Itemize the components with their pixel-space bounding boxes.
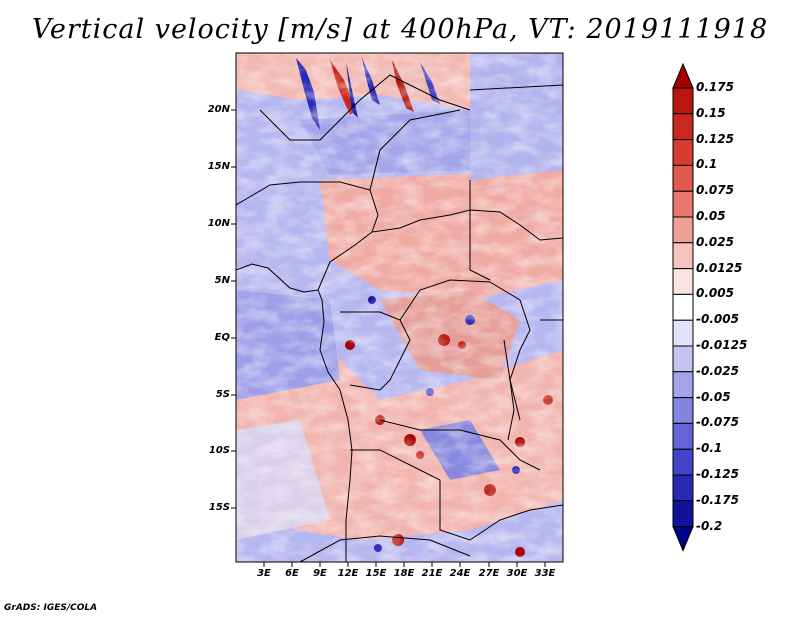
lon-label-6e: 6E [285,568,299,579]
colorbar-swatch [672,448,694,476]
lat-label-eq: EQ [214,332,230,343]
lon-label-21e: 21E [421,568,443,579]
colorbar-swatch [672,371,694,399]
lon-label-24e: 24E [449,568,471,579]
colorbar-swatch [672,397,694,424]
colorbar-label: -0.125 [696,467,739,481]
colorbar-label: 0.05 [696,209,726,223]
colorbar-swatch [672,242,694,270]
colorbar-label: -0.0125 [696,338,748,352]
country-borders [236,74,563,562]
lat-label-15s: 15S [208,502,230,513]
map-frame [235,52,564,563]
lat-label-20n: 20N [207,104,230,115]
colorbar-label: -0.005 [696,312,739,327]
map-title: Vertical velocity [m/s] at 400hPa, VT: 2… [31,14,769,45]
lon-label-27e: 27E [478,568,500,579]
colorbar-swatch [672,293,694,321]
lon-label-18e: 18E [393,568,415,579]
colorbar-label: 0.175 [696,80,734,94]
colorbar-label: -0.2 [696,518,723,533]
lon-label-3e: 3E [257,568,271,579]
colorbar-swatch [672,87,694,115]
lon-label-12e: 12E [337,568,359,579]
colorbar-label: 0.15 [696,105,726,120]
colorbar-label: 0.125 [696,131,734,146]
colorbar-swatch [672,319,694,347]
lon-label-30e: 30E [506,568,528,579]
lon-label-15e: 15E [365,568,387,579]
colorbar-label: -0.175 [696,492,739,507]
colorbar-swatch [672,500,694,528]
colorbar-swatch [672,345,694,373]
colorbar-swatch [672,474,694,502]
colorbar-label: 0.1 [696,157,718,172]
lon-label-9e: 9E [313,568,327,579]
colorbar-label: -0.075 [696,415,739,430]
colorbar-swatch [672,164,694,192]
credit-text: GrADS: IGES/COLA [4,603,98,613]
lat-label-5n: 5N [214,275,230,286]
lat-label-15n: 15N [207,161,230,172]
colorbar-label: 0.0125 [696,260,743,275]
lat-label-10s: 10S [208,445,230,456]
colorbar-label: 0.025 [696,234,734,249]
colorbar-swatch [672,526,694,552]
lat-label-5s: 5S [215,389,230,400]
colorbar [672,62,694,552]
velocity-field [236,53,563,562]
colorbar-swatch [672,139,694,166]
longitude-ticks [263,562,546,567]
colorbar-swatch [672,190,694,218]
colorbar-label: 0.005 [696,286,734,301]
colorbar-swatch [672,422,694,450]
colorbar-swatch [672,113,694,141]
colorbar-label: -0.025 [696,363,739,378]
colorbar-swatch [672,268,694,295]
lon-label-33e: 33E [534,568,556,579]
colorbar-label: -0.1 [696,441,723,456]
colorbar-label: -0.05 [696,389,731,404]
colorbar-label: 0.075 [696,183,734,198]
lat-label-10n: 10N [207,218,230,229]
latitude-ticks [231,109,236,509]
colorbar-swatch [672,62,694,89]
colorbar-swatch [672,216,694,244]
